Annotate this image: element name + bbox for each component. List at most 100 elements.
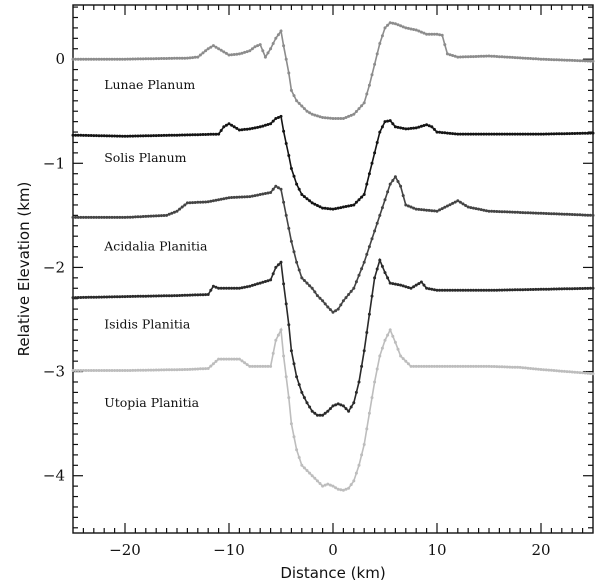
data-point [469,132,473,136]
data-point [469,364,473,368]
data-point [544,57,548,61]
data-point [118,295,122,299]
data-point [474,288,478,292]
data-point [448,288,452,292]
data-point [313,411,317,415]
data-point [516,132,520,136]
data-point [461,364,465,368]
data-point [313,290,317,294]
axis-ticks [73,5,593,533]
data-point [318,205,322,209]
data-point [396,180,400,183]
data-point [256,125,260,129]
data-point [323,483,327,487]
data-point [313,476,317,480]
data-point [206,200,210,204]
data-point [243,195,247,199]
data-point [508,55,512,59]
data-point [586,371,590,375]
data-point [321,413,325,417]
data-point [417,29,421,33]
data-point [505,132,509,136]
data-point [328,116,332,120]
data-point [555,369,559,373]
data-point [339,403,343,407]
data-point [505,365,509,369]
data-point [453,132,457,136]
data-point [443,43,447,47]
data-point [146,294,150,298]
data-point [139,368,143,372]
data-point [352,479,356,483]
data-point [396,283,400,287]
data-point [219,286,223,290]
data-point [378,354,382,358]
data-point [152,134,156,138]
data-point [110,215,114,219]
series-labels: Lunae Planum Solis Planum Acidalia Planiti… [103,77,208,410]
data-point [146,214,150,218]
data-point [217,47,221,51]
data-point [508,288,512,292]
data-point [172,210,176,214]
data-point [178,294,182,297]
data-point [386,333,390,337]
data-point [562,212,566,216]
data-point [76,296,80,299]
data-point [136,294,140,298]
data-point [133,294,137,298]
data-point [118,215,122,219]
data-point [175,209,179,213]
data-point [118,134,122,138]
data-point [146,368,150,372]
data-point [552,58,556,62]
data-point [230,123,234,127]
data-point [94,215,98,219]
data-point [393,340,397,344]
data-point [591,131,595,135]
data-point [79,296,83,299]
data-point [383,198,387,202]
data-point [357,273,361,277]
data-point [336,307,340,311]
data-point [279,29,283,33]
data-point [365,331,369,334]
data-point [334,403,338,407]
data-point [513,132,517,136]
data-point [581,371,585,375]
data-point [323,206,327,210]
data-point [94,134,98,138]
data-point [357,380,361,384]
data-point [126,57,130,61]
data-point [76,215,80,219]
data-point [328,308,332,312]
data-point [360,104,364,108]
data-point [131,215,135,219]
data-point [269,191,273,194]
data-point [318,115,322,119]
data-point [443,288,447,292]
data-point [289,349,293,353]
data-point [492,288,496,292]
data-point [245,195,249,199]
data-point [339,303,343,307]
data-point [256,364,260,368]
data-point [568,212,572,216]
data-point [445,52,449,56]
data-point [534,57,538,61]
data-point [469,55,473,59]
data-point [490,132,494,136]
data-point [518,132,522,136]
data-point [243,127,247,131]
data-point [180,293,184,297]
data-point [432,32,436,36]
data-point [573,370,577,374]
data-point [248,127,252,131]
data-point [131,134,135,138]
data-point [490,365,494,368]
data-point [136,215,140,219]
data-point [565,58,569,62]
data-point [198,133,202,137]
data-point [432,209,436,213]
data-point [347,409,351,413]
